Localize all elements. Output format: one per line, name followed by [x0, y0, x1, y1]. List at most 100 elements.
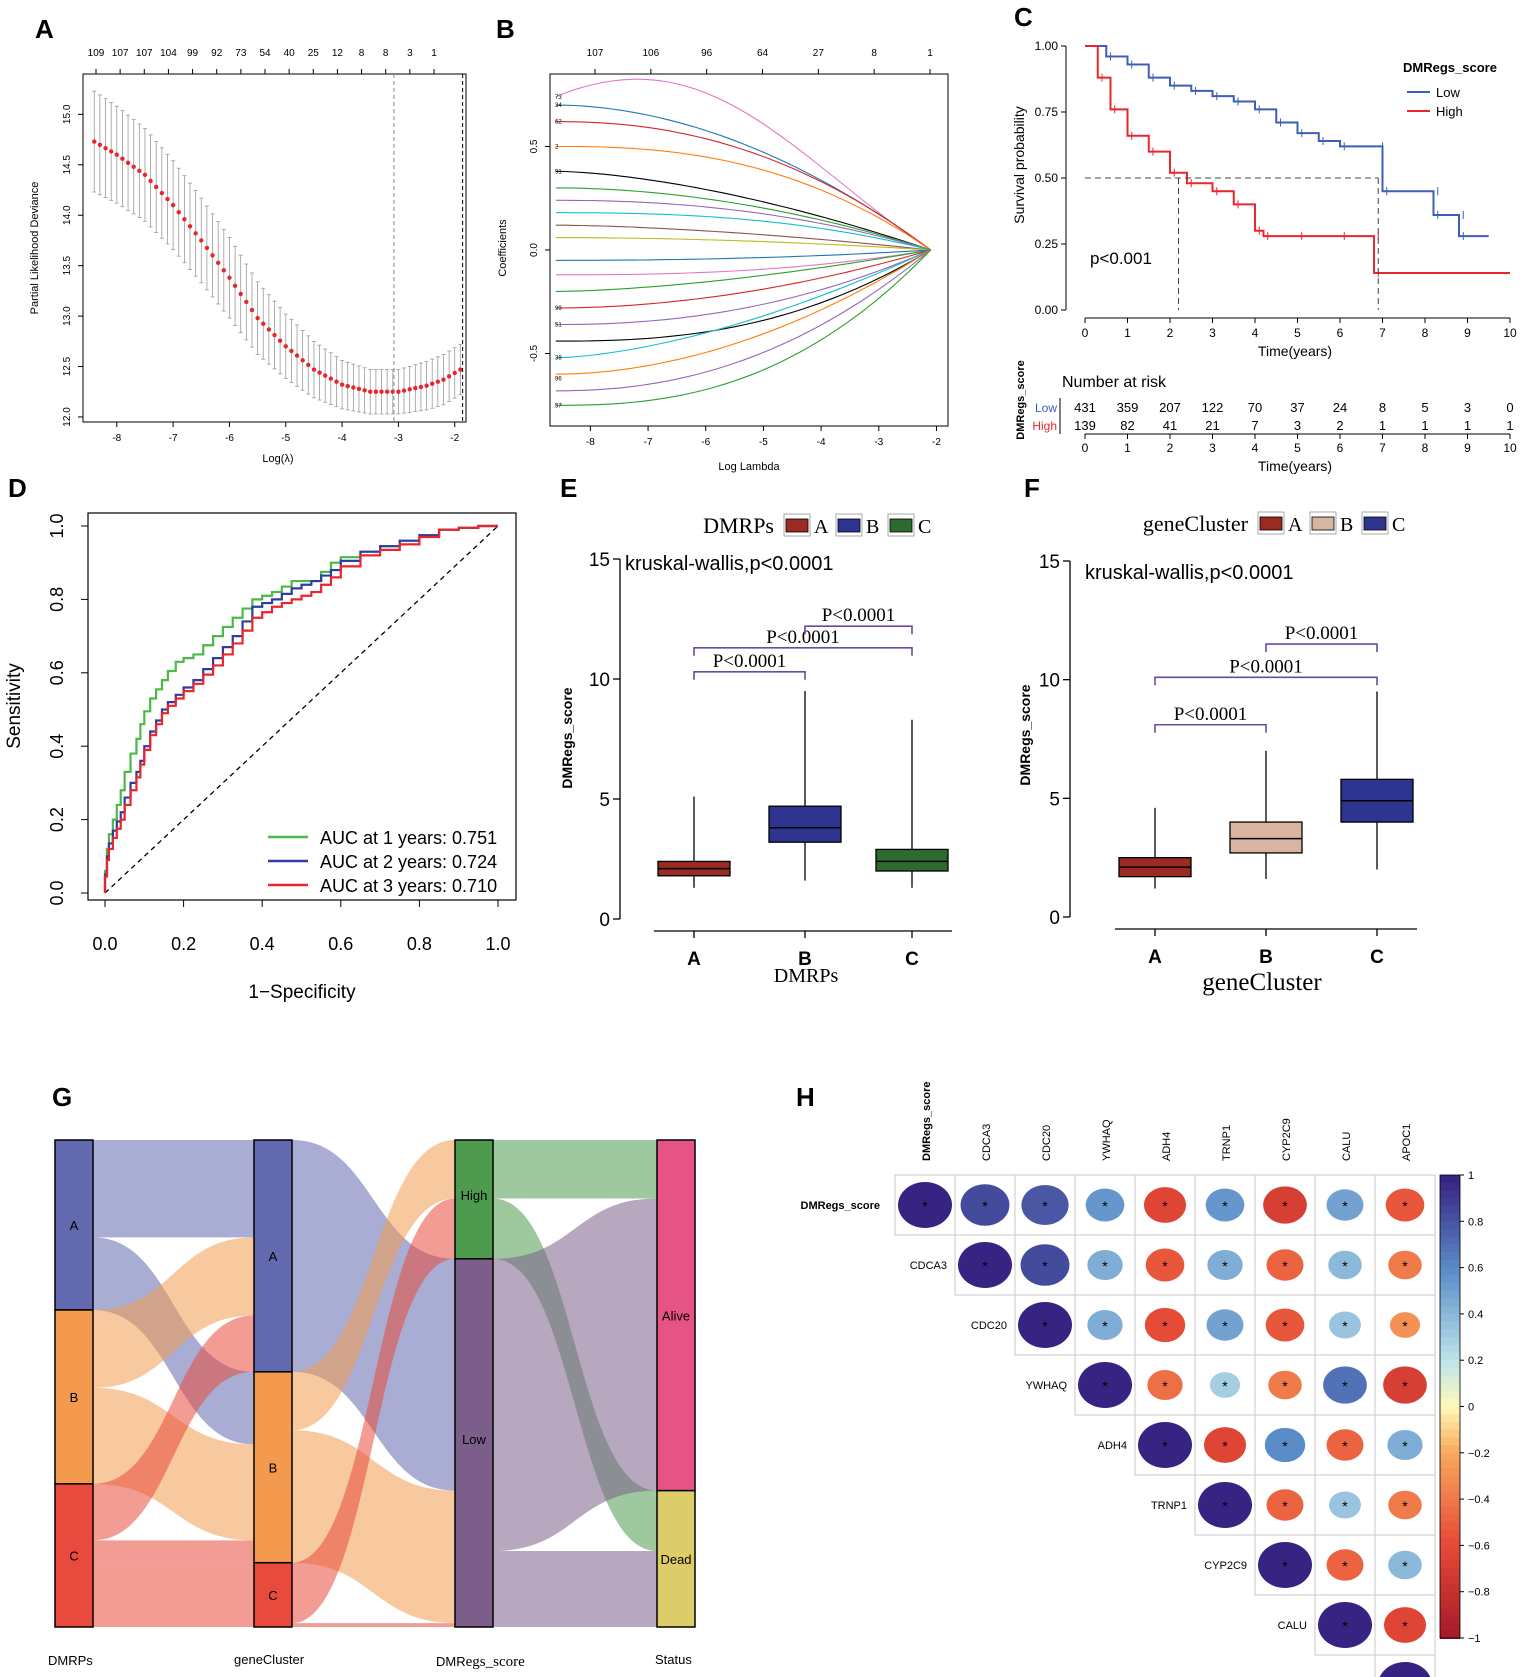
colorbar-segment	[1440, 1182, 1460, 1192]
y-tick-label: 0.0	[529, 243, 540, 257]
top-tick-label: 64	[757, 48, 769, 59]
significance-mark: *	[1342, 1318, 1348, 1334]
deviance-point	[249, 307, 255, 313]
significance-mark: *	[1162, 1378, 1168, 1394]
deviance-point	[446, 374, 452, 379]
deviance-point	[92, 139, 97, 144]
y-tick-label: 10	[589, 670, 610, 691]
deviance-point	[328, 376, 334, 381]
top-tick-label: 8	[871, 48, 877, 59]
column-labels: DMRegs_score CDCA3 CDC20 YWHAQ ADH4 TRNP1 CYP2…	[921, 1082, 1413, 1161]
x-axis: A B C	[654, 930, 952, 970]
significance-mark: *	[922, 1198, 928, 1214]
colorbar-segment	[1440, 1553, 1460, 1562]
path-label: 91	[555, 169, 562, 175]
x-tick-label: 6	[1337, 326, 1344, 340]
significance-mark: *	[1222, 1198, 1228, 1214]
legend: AUC at 1 years: 0.751 AUC at 2 years: 0.7…	[268, 828, 497, 896]
legend-title: geneCluster	[1143, 511, 1249, 536]
row-label: ADH4	[1098, 1440, 1127, 1452]
comparison-label: P<0.0001	[1229, 656, 1303, 677]
panel-letter-a: A	[35, 14, 54, 44]
deviance-point	[187, 224, 193, 229]
correlation-circle	[1326, 1429, 1364, 1461]
comparison-label: P<0.0001	[822, 605, 896, 626]
risk-table-x-title: Time(years)	[1258, 458, 1332, 474]
deviance-point	[430, 381, 435, 386]
alluvial-node	[54, 1139, 94, 1311]
deviance-point	[221, 268, 227, 273]
y-tick-label: 0.25	[1035, 237, 1059, 251]
y-tick-label: 13.0	[62, 306, 73, 326]
node-label: C	[268, 1588, 277, 1603]
colorbar-tick-label: 0.2	[1468, 1355, 1483, 1367]
coefficient-path	[555, 249, 931, 359]
deviance-point	[311, 367, 317, 372]
deviance-point	[379, 389, 384, 394]
legend-title: DMRPs	[703, 513, 774, 538]
column-label: APOC1	[1401, 1124, 1413, 1161]
colorbar-segment	[1440, 1421, 1460, 1431]
axis-label-genecluster: geneCluster	[234, 1652, 305, 1667]
x-tick-label: -8	[112, 433, 121, 444]
alluvial-node	[253, 1561, 293, 1628]
significance-mark: *	[1222, 1498, 1228, 1514]
top-tick-label: 1	[927, 48, 933, 59]
column-label: ADH4	[1161, 1132, 1173, 1161]
alluvial-flow	[93, 1237, 254, 1388]
deviance-points	[92, 139, 463, 394]
deviance-point	[108, 149, 114, 154]
y-axis: -0.5 0.0 0.5	[529, 139, 550, 362]
axis-label-status: Status	[655, 1652, 692, 1667]
colorbar-segment	[1440, 1329, 1460, 1339]
deviance-point	[345, 383, 350, 389]
deviance-point	[401, 388, 407, 393]
significance-mark: *	[1222, 1378, 1228, 1394]
colorbar-segment	[1440, 1522, 1460, 1531]
correlation-circle	[1388, 1250, 1422, 1280]
correlation-circle	[1209, 1372, 1241, 1398]
x-axis-title: 1−Specificity	[248, 982, 356, 1003]
coefficient-path	[555, 249, 931, 326]
correlation-circle	[1329, 1311, 1361, 1339]
box-b	[768, 805, 842, 843]
coefficient-path	[555, 145, 932, 251]
coefficient-path	[555, 104, 932, 251]
panel-letter-f: F	[1024, 473, 1040, 503]
significance-mark: *	[1102, 1378, 1108, 1394]
comparison-label: P<0.0001	[1174, 704, 1248, 725]
node-label: Dead	[660, 1552, 691, 1567]
colorbar-segment	[1440, 1283, 1460, 1292]
risk-x-tick-label: 5	[1294, 441, 1301, 455]
deviance-point	[407, 387, 412, 392]
box-b	[1229, 821, 1303, 854]
significance-mark: *	[1282, 1498, 1288, 1514]
risk-value-high: 1	[1506, 418, 1513, 433]
risk-table-x-axis: 0 1 2 3 4 5 6 7 8 9 10	[1082, 433, 1517, 455]
legend-title: DMRegs_score	[1403, 60, 1497, 75]
panel-letter-d: D	[8, 473, 27, 503]
coefficient-path	[555, 78, 932, 251]
legend-label: AUC at 3 years: 0.710	[320, 876, 497, 896]
significance-mark: *	[1342, 1498, 1348, 1514]
column-label: CYP2C9	[1281, 1118, 1293, 1161]
y-axis: 0 5 10 15	[1039, 552, 1071, 929]
deviance-point	[114, 152, 119, 157]
y-axis-title: Survival probability	[1011, 106, 1027, 224]
top-axis: 109 107 107 104 99 92 73 54 40 25 12 8 8 3 1	[88, 48, 437, 74]
x-axis: -8 -7 -6 -5 -4 -3 -2	[586, 426, 941, 448]
alluvial-flow	[93, 1387, 254, 1541]
deviance-point	[300, 358, 305, 363]
significance-mark: *	[1282, 1258, 1288, 1274]
path-label: 34	[555, 103, 562, 109]
y-axis: 0 5 10 15	[589, 550, 621, 931]
significance-mark: *	[1282, 1198, 1288, 1214]
deviance-point	[322, 373, 328, 378]
deviance-point	[154, 184, 159, 190]
x-tick-label: A	[687, 949, 701, 970]
y-tick-label: 1.0	[47, 513, 67, 538]
top-tick-label: 107	[112, 48, 129, 59]
y-tick-label: 0.5	[529, 139, 540, 153]
risk-value-high: 3	[1294, 418, 1301, 433]
colorbar-tick-label: 1	[1468, 1170, 1474, 1182]
